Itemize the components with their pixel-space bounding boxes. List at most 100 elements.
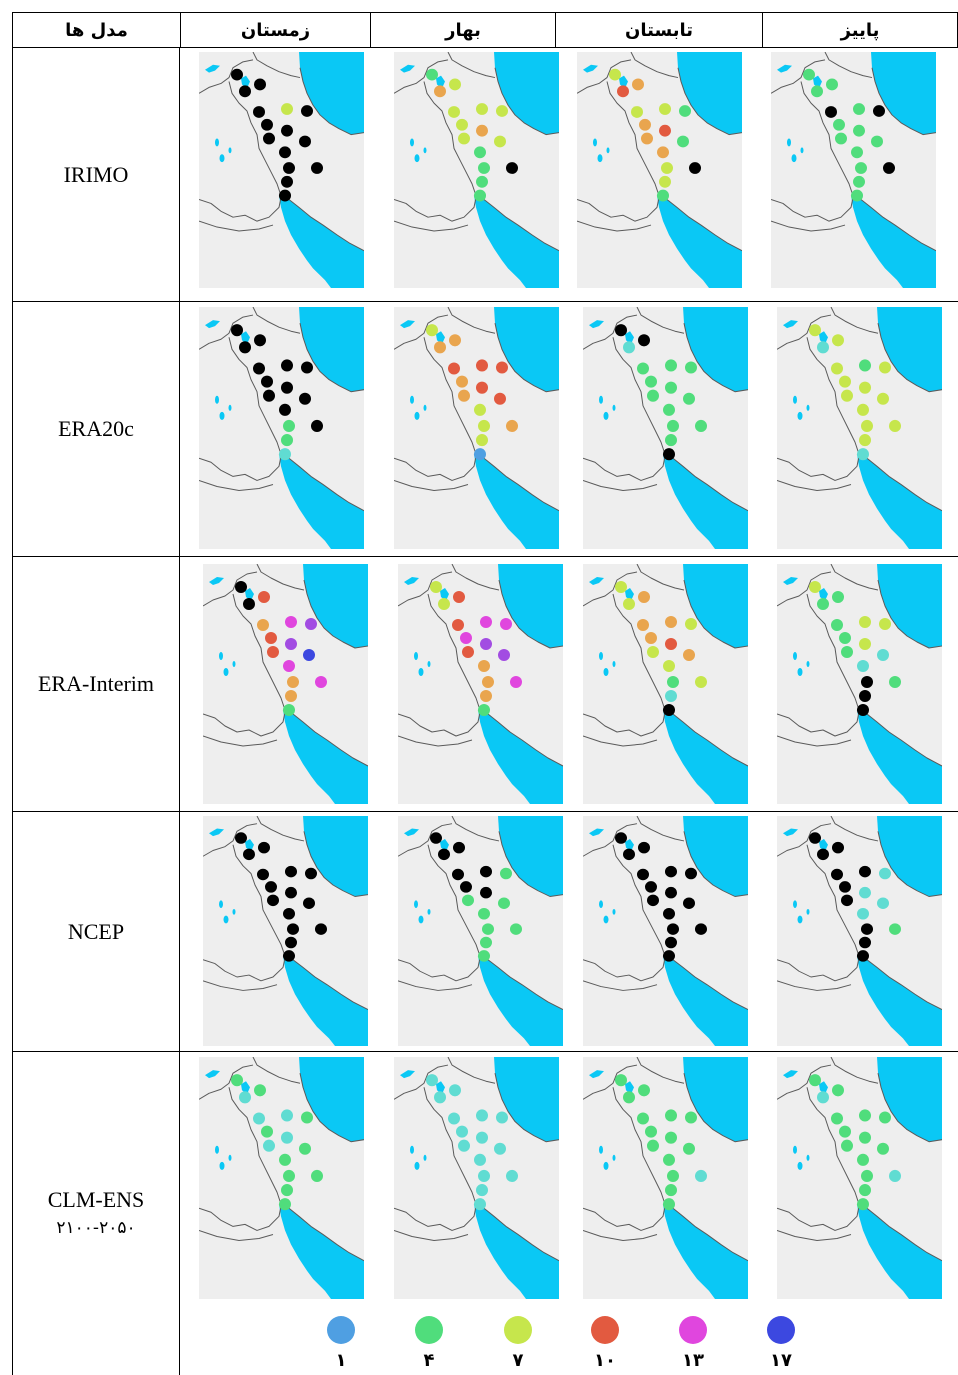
legend-item: ۱ (319, 1316, 363, 1372)
station-dot (877, 649, 889, 661)
station-dot (615, 324, 627, 337)
station-dot (500, 618, 512, 630)
legend-swatch (504, 1316, 532, 1344)
model-label: ERA-Interim (13, 557, 180, 811)
station-dot (281, 1109, 293, 1122)
model-label: CLM-ENS ۲۱۰۰-۲۰۵۰ (13, 1052, 180, 1375)
station-dot (809, 1074, 821, 1087)
station-dot (285, 936, 297, 949)
map-autumn (777, 564, 942, 804)
legend-item: ۴ (407, 1316, 451, 1372)
station-dot (637, 362, 649, 375)
station-dot (285, 616, 297, 628)
station-dot (839, 881, 851, 893)
station-dot (253, 106, 265, 118)
station-dot (683, 897, 695, 909)
station-dot (287, 676, 299, 688)
model-label: ERA20c (13, 302, 180, 556)
model-name: IRIMO (63, 161, 129, 187)
station-dot (859, 865, 871, 878)
station-dot (632, 78, 644, 91)
station-dot (859, 886, 871, 899)
station-dot (478, 908, 490, 920)
station-dot (859, 359, 871, 372)
basemap (777, 307, 942, 549)
model-name: ERA20c (58, 416, 134, 441)
station-dot (301, 1111, 313, 1124)
model-name: ERA-Interim (37, 671, 155, 696)
model-row: NCEP (12, 812, 958, 1052)
station-dot (859, 1184, 871, 1197)
station-dot (637, 868, 649, 881)
station-dot (661, 162, 673, 174)
station-dot (841, 646, 853, 658)
station-dot (877, 1142, 889, 1155)
station-dot (285, 886, 297, 899)
station-dot (695, 923, 707, 935)
station-dot (253, 362, 265, 375)
legend-label: ۱۰ (594, 1350, 616, 1371)
station-dot (235, 581, 247, 593)
station-dot (281, 359, 293, 372)
station-dot (638, 1084, 650, 1097)
station-dot (460, 632, 472, 644)
station-dot (861, 1169, 873, 1183)
station-dot (453, 591, 465, 603)
station-dot (889, 923, 901, 935)
header-label: مدل ها (65, 19, 128, 41)
station-dot (663, 908, 675, 920)
map-summer (583, 564, 748, 804)
station-dot (478, 162, 490, 174)
station-dot (476, 359, 488, 372)
station-dot (637, 1112, 649, 1125)
station-dot (831, 362, 843, 375)
station-dot (476, 124, 488, 137)
station-dot (638, 591, 650, 603)
station-dot (476, 381, 488, 394)
station-dot (474, 189, 486, 202)
legend-item: ۱۰ (583, 1316, 627, 1372)
station-dot (458, 1139, 470, 1152)
station-dot (665, 434, 677, 447)
station-dot (647, 389, 659, 402)
station-dot (663, 403, 675, 416)
legend-swatch (679, 1316, 707, 1344)
map-winter (199, 307, 364, 549)
station-dot (889, 1169, 901, 1183)
station-dot (857, 1153, 869, 1166)
station-dot (281, 175, 293, 188)
basemap (771, 52, 936, 288)
station-dot (279, 448, 291, 461)
station-dot (861, 923, 873, 935)
station-dot (809, 324, 821, 337)
station-dot (474, 1153, 486, 1166)
station-dot (883, 162, 895, 174)
station-dot (857, 1198, 869, 1211)
station-dot (231, 68, 243, 81)
header-autumn: پاییز (762, 12, 958, 48)
map-spring (394, 307, 559, 549)
station-dot (645, 881, 657, 893)
station-dot (279, 189, 291, 202)
station-dot (615, 832, 627, 844)
station-dot (859, 616, 871, 628)
map-spring (394, 52, 559, 288)
station-dot (476, 1184, 488, 1197)
legend-item: ۱۳ (671, 1316, 715, 1372)
model-label: NCEP (13, 812, 180, 1051)
legend-swatch (591, 1316, 619, 1344)
station-dot (263, 132, 275, 145)
station-dot (279, 1153, 291, 1166)
station-dot (261, 375, 273, 388)
station-dot (685, 618, 697, 630)
station-dot (510, 676, 522, 688)
station-dot (832, 1084, 844, 1097)
station-dot (462, 646, 474, 658)
station-dot (835, 132, 847, 145)
basemap (203, 564, 368, 804)
station-dot (287, 923, 299, 935)
station-dot (623, 848, 635, 861)
station-dot (474, 403, 486, 416)
station-dot (510, 923, 522, 935)
